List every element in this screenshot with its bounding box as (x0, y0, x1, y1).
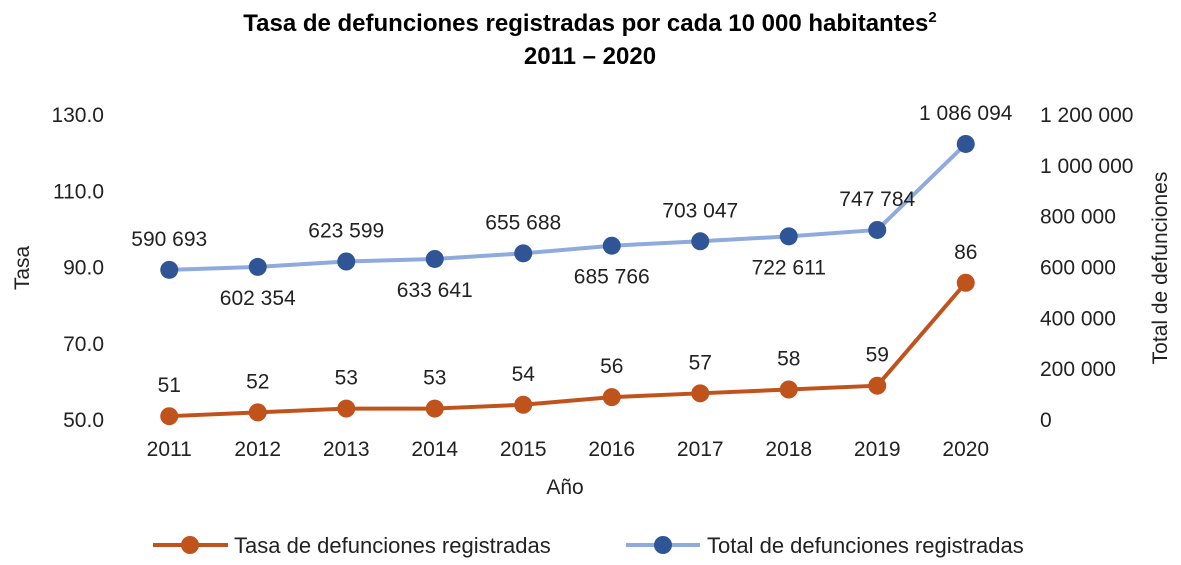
x-tick-label: 2015 (500, 438, 547, 461)
x-axis-title: Año (546, 476, 583, 499)
left-tick-label: 130.0 (51, 104, 104, 127)
data-point-tasa (337, 399, 356, 418)
data-label-tasa: 58 (777, 348, 800, 371)
left-tick-label: 50.0 (63, 409, 104, 432)
data-point-tasa (160, 407, 179, 426)
x-tick-label: 2011 (147, 438, 192, 461)
data-point-tasa (956, 273, 975, 292)
data-point-total (248, 257, 267, 276)
data-label-tasa: 53 (423, 367, 446, 390)
data-point-tasa (248, 403, 267, 422)
data-label-total: 633 641 (397, 279, 473, 302)
data-point-total (602, 236, 621, 255)
right-tick-label: 600 000 (1040, 257, 1116, 280)
data-point-total (160, 260, 179, 279)
data-point-tasa (691, 384, 710, 403)
data-label-total: 623 599 (308, 220, 384, 243)
data-label-total: 747 784 (839, 188, 915, 211)
data-label-total: 685 766 (574, 266, 650, 289)
data-point-total (779, 227, 798, 246)
right-tick-label: 200 000 (1040, 358, 1116, 381)
series-line-tasa (169, 281, 968, 419)
data-point-tasa (779, 380, 798, 399)
left-tick-label: 70.0 (63, 333, 104, 356)
legend-label-tasa: Tasa de defunciones registradas (234, 533, 551, 558)
left-axis-title: Tasa (11, 246, 34, 291)
data-label-total: 722 611 (752, 256, 826, 279)
data-point-total (337, 252, 356, 271)
x-tick-label: 2016 (588, 438, 635, 461)
legend-marker-tasa (181, 536, 199, 554)
data-point-total (691, 232, 710, 251)
chart-subtitle: 2011 – 2020 (524, 43, 656, 70)
data-point-total (868, 220, 887, 239)
title-superscript: 2 (928, 9, 936, 26)
data-label-total: 1 086 094 (919, 102, 1013, 125)
data-point-tasa (868, 376, 887, 395)
legend-label-total: Total de defunciones registradas (707, 533, 1024, 558)
data-label-total: 602 354 (220, 287, 296, 310)
chart-title: Tasa de defunciones registradas por cada… (243, 9, 937, 37)
data-label-tasa: 56 (600, 355, 623, 378)
data-label-tasa: 53 (335, 367, 358, 390)
data-point-total (956, 134, 975, 153)
data-label-tasa: 59 (866, 344, 889, 367)
data-point-tasa (425, 399, 444, 418)
right-tick-label: 0 (1040, 409, 1052, 432)
right-axis-ticks: 0 200 000 400 000 600 000 800 000 1 000 000 1 … (1040, 104, 1133, 432)
x-tick-label: 2018 (765, 438, 812, 461)
x-tick-label: 2020 (942, 438, 989, 461)
right-tick-label: 1 000 000 (1040, 155, 1133, 178)
data-label-total: 590 693 (131, 228, 207, 251)
data-label-tasa: 86 (954, 241, 977, 264)
data-point-tasa (514, 395, 533, 414)
data-label-tasa: 54 (512, 363, 536, 386)
right-axis-title: Total de defunciones (1149, 172, 1172, 365)
data-point-tasa (602, 388, 621, 407)
left-tick-label: 90.0 (63, 257, 104, 280)
data-label-total: 703 047 (662, 199, 738, 222)
legend-item-total: Total de defunciones registradas (626, 533, 1024, 558)
series-layer (160, 134, 975, 426)
series-line-total (169, 142, 968, 272)
data-label-tasa: 52 (246, 370, 269, 393)
data-point-total (425, 249, 444, 268)
legend-item-tasa: Tasa de defunciones registradas (153, 533, 551, 558)
right-tick-label: 400 000 (1040, 307, 1116, 330)
data-labels: 590 693 602 354 623 599 633 641 655 688 685 7… (131, 102, 1012, 397)
data-point-total (514, 244, 533, 263)
right-tick-label: 800 000 (1040, 206, 1116, 229)
x-tick-label: 2013 (323, 438, 370, 461)
data-label-total: 655 688 (485, 211, 561, 234)
legend: Tasa de defunciones registradas Total de… (153, 533, 1024, 558)
legend-marker-total (654, 536, 672, 554)
x-tick-label: 2017 (677, 438, 724, 461)
x-tick-label: 2012 (234, 438, 281, 461)
left-axis-ticks: 50.0 70.0 90.0 110.0 130.0 (51, 104, 104, 432)
right-tick-label: 1 200 000 (1040, 104, 1133, 127)
x-axis-ticks: 2011 2012 2013 2014 2015 2016 2017 2018 2019 2020 (147, 438, 989, 461)
x-tick-label: 2014 (411, 438, 458, 461)
left-tick-label: 110.0 (53, 180, 104, 203)
data-label-tasa: 57 (689, 351, 712, 374)
data-label-tasa: 51 (158, 374, 181, 397)
x-tick-label: 2019 (854, 438, 901, 461)
